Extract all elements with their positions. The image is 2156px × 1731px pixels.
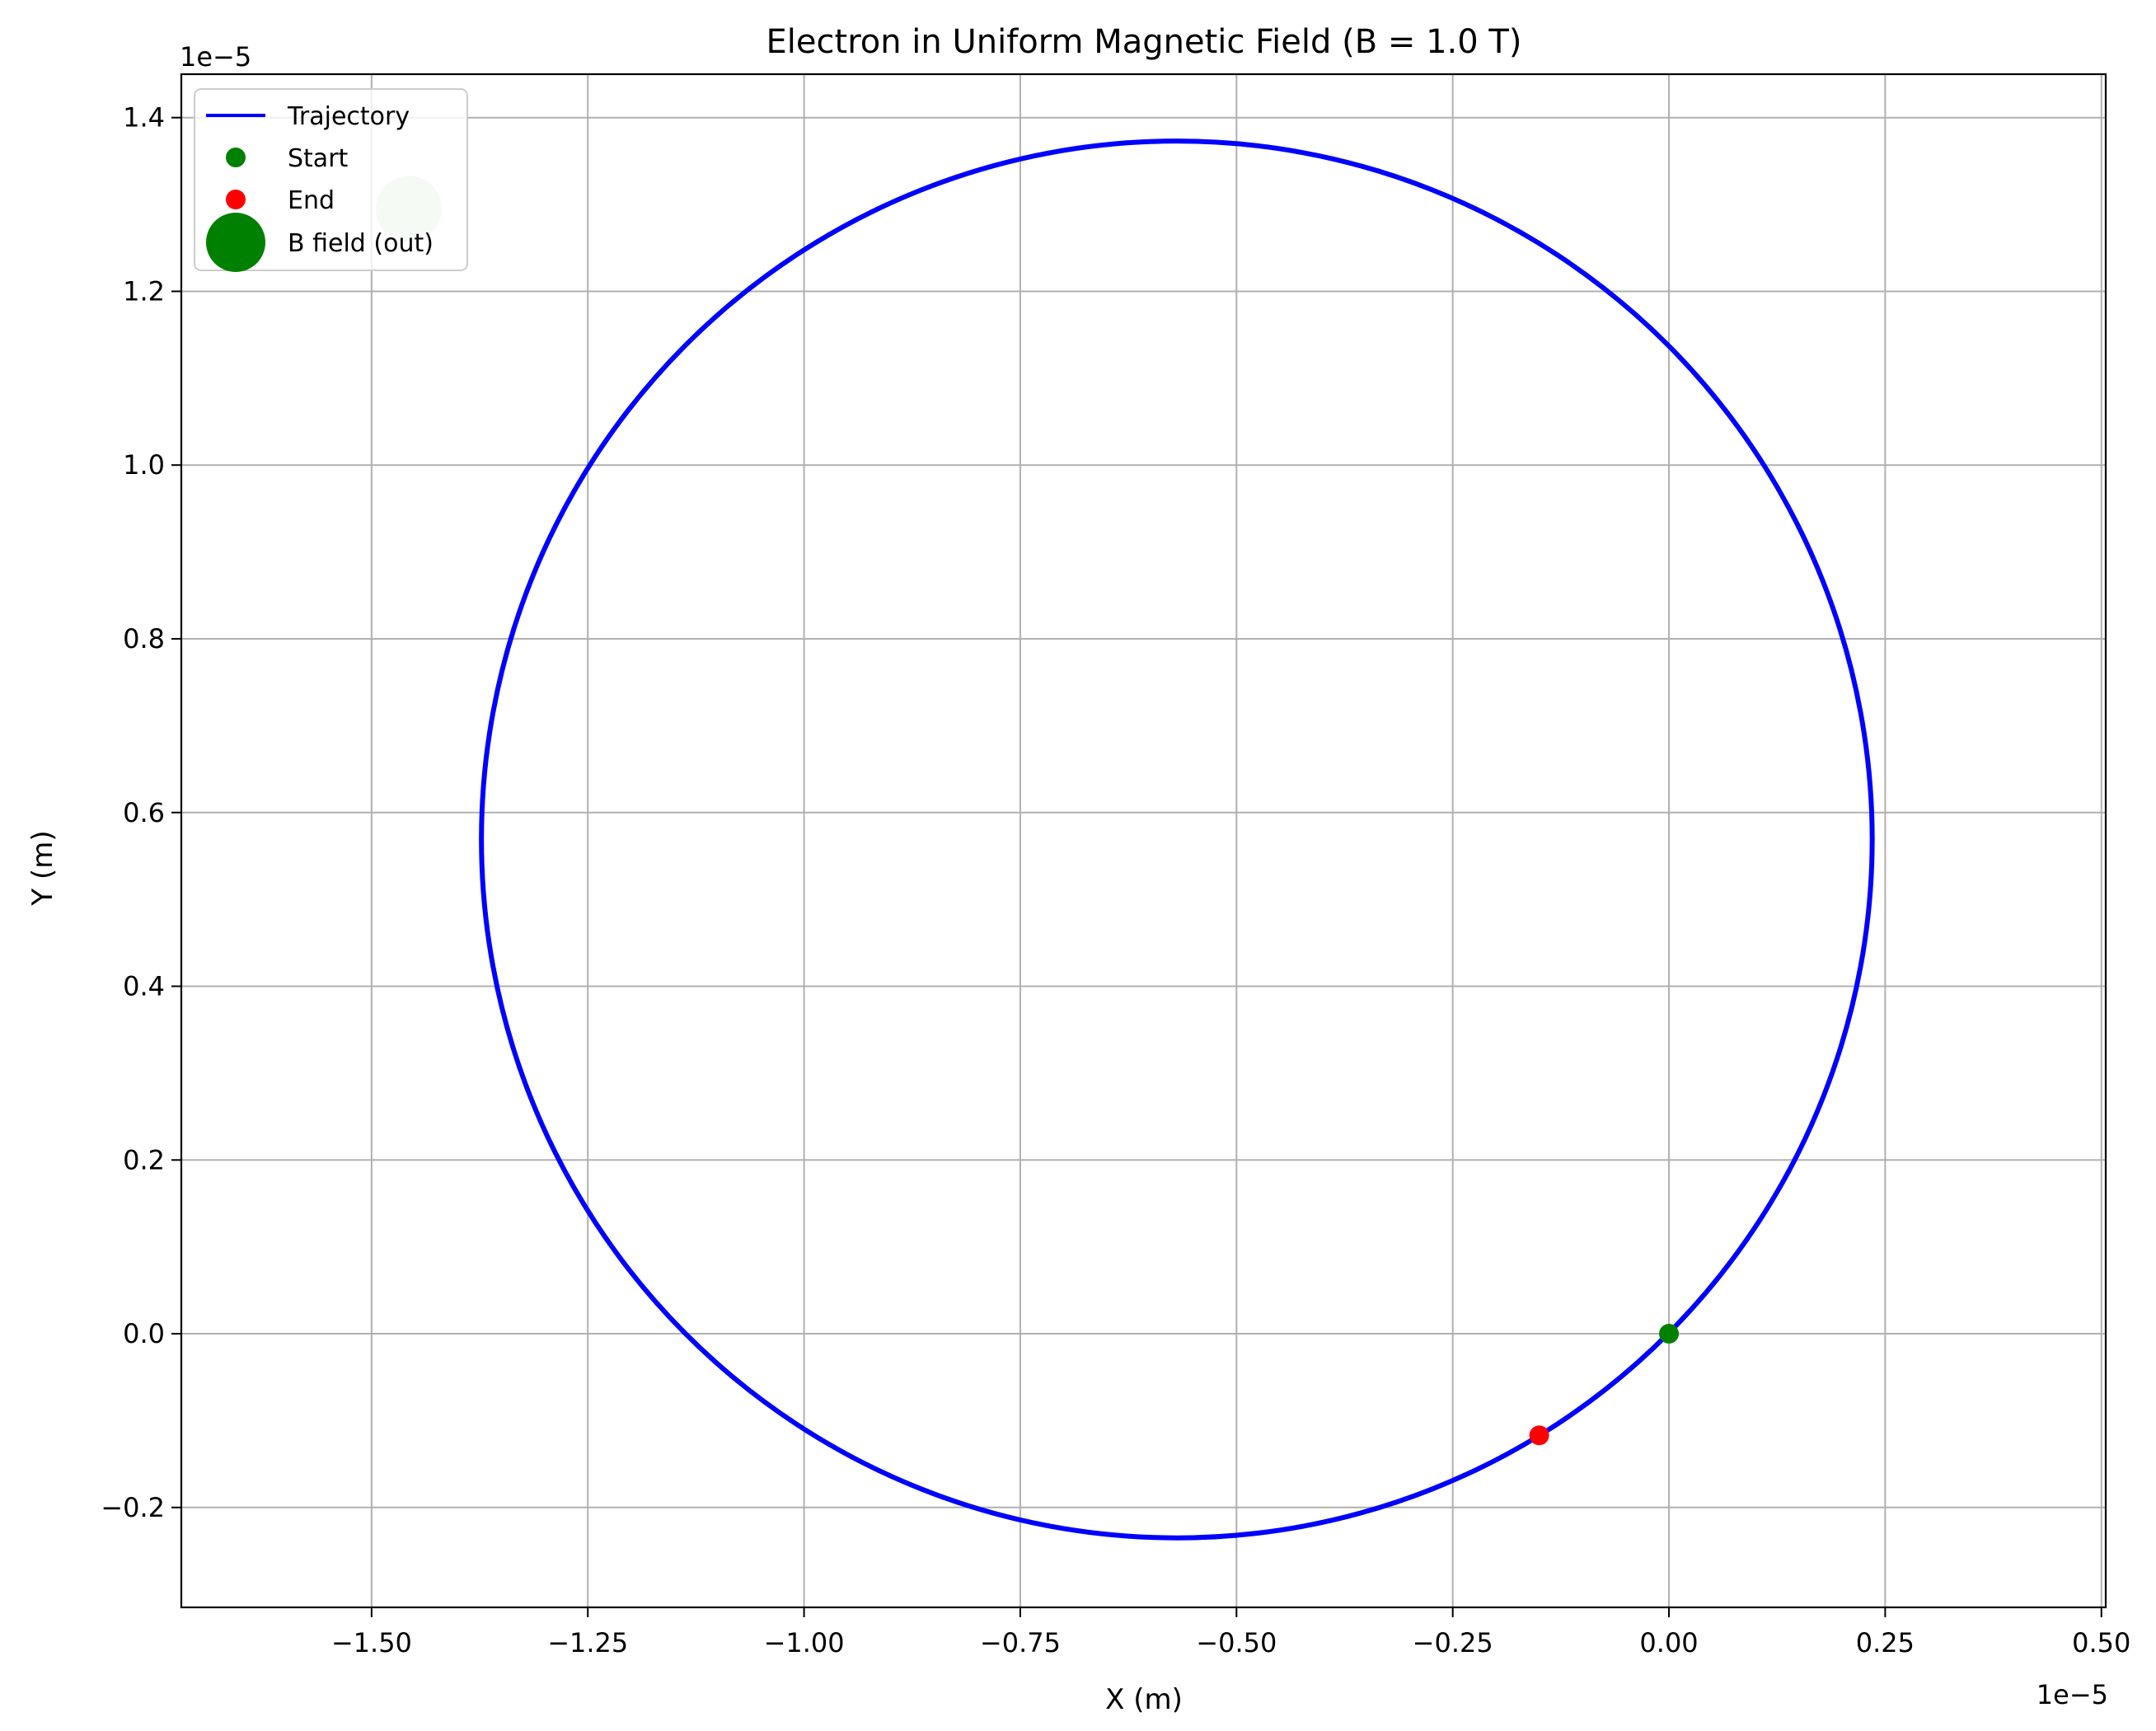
x-tick-label: −0.50	[1196, 1627, 1277, 1658]
y-axis-offset-text: 1e−5	[180, 41, 251, 73]
y-tick-label: 0.2	[123, 1144, 165, 1175]
legend-frame	[194, 88, 468, 271]
legend-label: B field (out)	[288, 229, 434, 258]
legend-swatch-end	[226, 190, 246, 209]
y-axis-label: Y (m)	[26, 830, 59, 906]
x-tick-label: −0.25	[1413, 1627, 1493, 1658]
x-tick-label: −1.25	[547, 1627, 628, 1658]
x-tick-label: 0.00	[1639, 1627, 1698, 1658]
y-tick-label: 1.0	[123, 449, 165, 481]
legend-swatch-start	[226, 148, 246, 167]
chart-title: Electron in Uniform Magnetic Field (B = …	[766, 23, 1522, 61]
x-tick-label: −1.50	[331, 1627, 412, 1658]
y-tick-label: 1.2	[123, 275, 165, 307]
y-tick-label: −0.2	[101, 1492, 165, 1523]
legend-label: Start	[288, 144, 349, 173]
y-tick-label: 0.8	[123, 623, 165, 654]
legend: Trajectory Start End B field (out)	[194, 88, 468, 272]
x-axis-label: X (m)	[1105, 1683, 1183, 1716]
y-tick-label: 0.4	[123, 971, 165, 1002]
legend-label: Trajectory	[287, 102, 410, 131]
y-tick-label: 0.6	[123, 797, 165, 828]
x-tick-label: −1.00	[764, 1627, 845, 1658]
x-axis-offset-text: 1e−5	[2036, 1679, 2108, 1710]
end-point	[1529, 1425, 1549, 1446]
trajectory-line	[479, 138, 1875, 1541]
legend-swatch-b-field	[206, 213, 265, 272]
y-tick-label: 1.4	[123, 102, 165, 134]
grid	[181, 74, 2106, 1607]
x-tick-label: 0.25	[1856, 1627, 1915, 1658]
x-tick-label: −0.75	[980, 1627, 1061, 1658]
axes-frame	[180, 73, 2107, 1609]
x-tick-label: 0.50	[2072, 1627, 2130, 1658]
start-point	[1659, 1324, 1680, 1344]
y-tick-label: 0.0	[123, 1318, 165, 1349]
legend-label: End	[288, 186, 335, 215]
plot-data	[376, 138, 1875, 1541]
ticks: −1.50 −1.25 −1.00 −0.75 −0.50 −0.25 0.00 0.25 0.…	[101, 102, 2130, 1658]
